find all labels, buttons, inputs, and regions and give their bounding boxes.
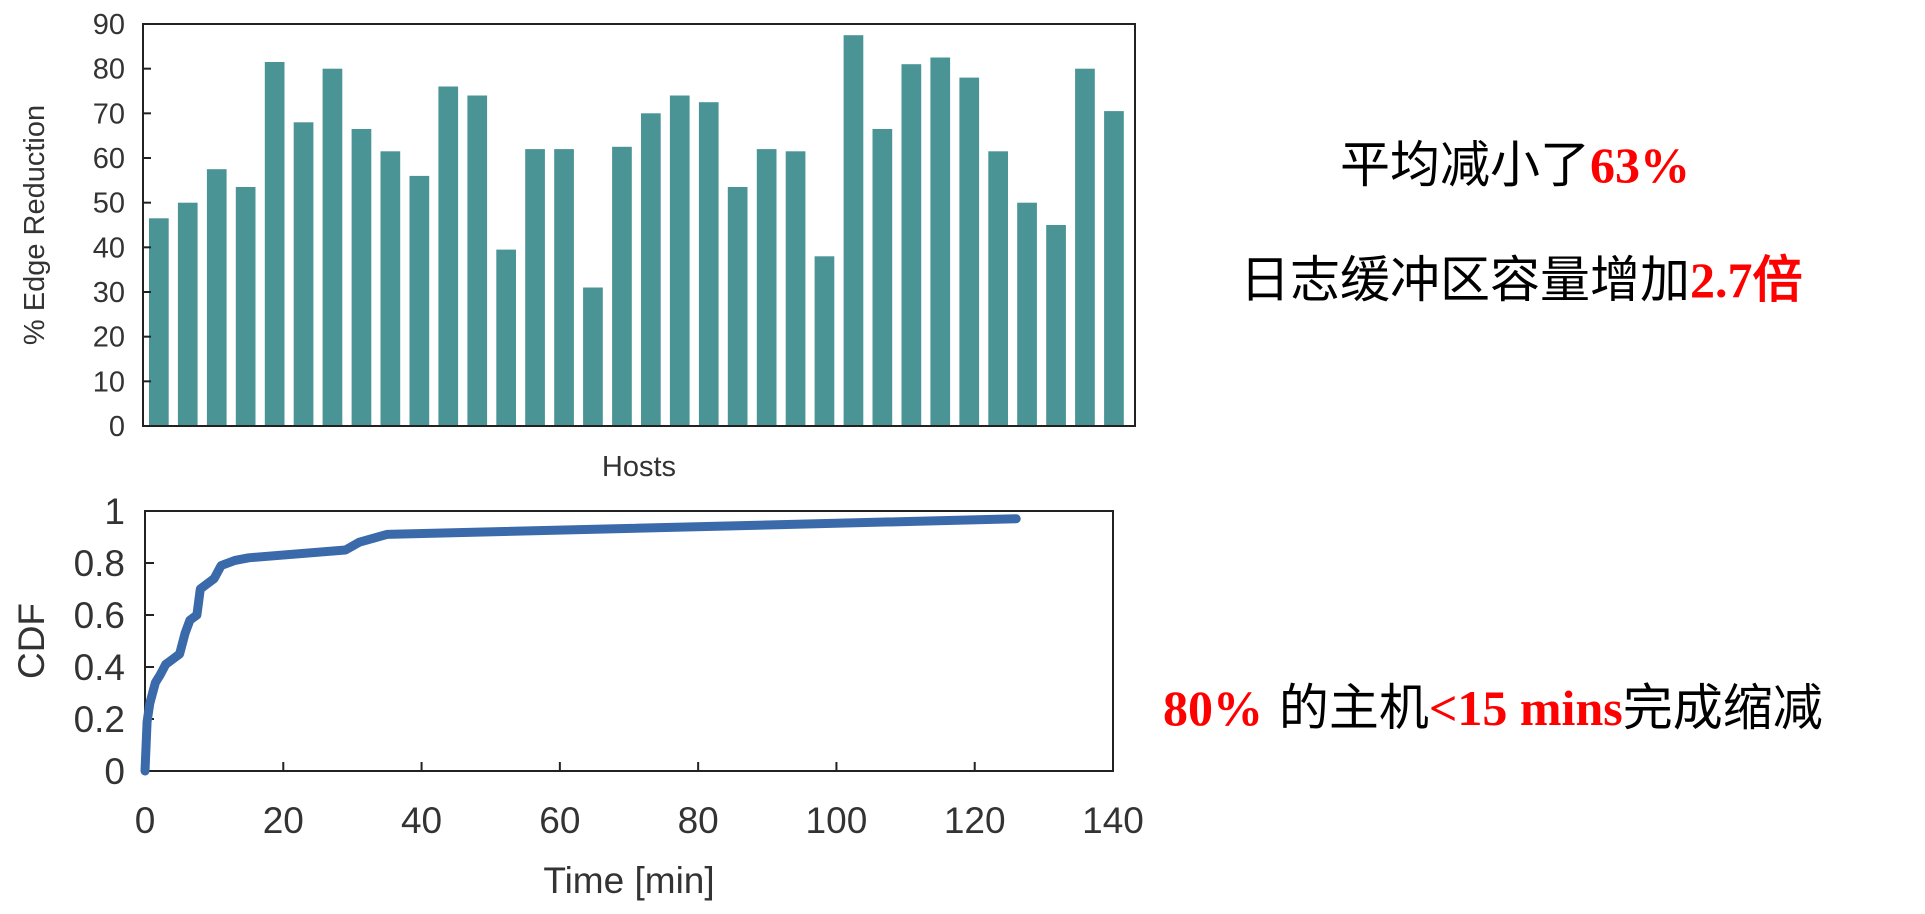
bar-host-18: [641, 113, 661, 427]
cdf-x-tick-label: 140: [1082, 800, 1144, 841]
bar-host-21: [727, 187, 748, 426]
bar-host-20: [698, 102, 719, 426]
bar-host-19: [669, 95, 690, 426]
bar-host-12: [467, 95, 488, 426]
bar-y-tick-label: 10: [93, 366, 125, 398]
annotation-buffer-increase-value: 2.7倍: [1690, 252, 1803, 308]
cdf-y-tick-label: 0: [104, 751, 125, 792]
cdf-x-tick-label: 100: [806, 800, 868, 841]
bar-host-15: [554, 149, 574, 426]
bar-host-34: [1104, 111, 1124, 426]
bar-host-33: [1075, 68, 1095, 426]
cdf-x-tick-label: 0: [135, 800, 156, 841]
bar-y-tick-label: 20: [93, 322, 125, 354]
annotation-completion-minutes: <15 mins: [1428, 680, 1623, 736]
cdf-y-tick-label: 0.8: [74, 543, 125, 584]
cdf-y-tick-label: 0.4: [74, 647, 125, 688]
bar-host-1: [149, 218, 169, 426]
cdf-x-tick-label: 120: [944, 800, 1006, 841]
cdf-chart: 0 20 40 60 80 100 120 140 0 0.2 0.4 0.6 0.8 1 Time [mi…: [11, 491, 1144, 901]
bar-host-6: [293, 122, 314, 427]
bar-host-27: [901, 64, 922, 426]
annotation-completion-text-a: 的主机: [1263, 679, 1429, 737]
bar-y-tick-label: 40: [93, 232, 125, 264]
bar-host-9: [380, 151, 401, 427]
bar-host-5: [264, 62, 285, 426]
bar-host-8: [351, 129, 372, 426]
annotation-buffer-increase: 日志缓冲区容量增加2.7倍: [1240, 255, 1803, 305]
cdf-x-tick-label: 20: [263, 800, 304, 841]
cdf-x-tick-label: 40: [401, 800, 442, 841]
bar-x-axis-label: Hosts: [602, 451, 676, 483]
bar-host-7: [322, 68, 343, 426]
annotation-average-reduction-text: 平均减小了: [1340, 136, 1590, 194]
cdf-x-tick-label: 80: [678, 800, 719, 841]
bar-y-tick-label: 70: [93, 98, 125, 130]
bar-host-28: [930, 57, 951, 426]
bar-y-tick-label: 90: [93, 9, 125, 41]
annotation-completion-time: 80% 的主机<15 mins完成缩减: [1163, 683, 1823, 733]
bar-y-tick-label: 50: [93, 188, 125, 220]
bar-host-14: [525, 149, 545, 426]
bar-chart: 0 10 20 30 40 50 60 70 80 90 Hosts % Edge Reduction: [19, 9, 1136, 483]
bar-plot-frame: [142, 23, 1136, 427]
annotation-completion-percent: 80%: [1163, 680, 1263, 736]
bar-host-24: [814, 256, 835, 426]
bar-host-30: [988, 151, 1008, 427]
cdf-plot-frame: [144, 510, 1114, 772]
cdf-y-tick-label: 1: [104, 491, 125, 532]
cdf-x-tick-label: 60: [539, 800, 580, 841]
bar-host-3: [206, 169, 227, 426]
bar-host-10: [409, 175, 430, 426]
annotation-average-reduction: 平均减小了63%: [1340, 140, 1690, 190]
cdf-y-tick-label: 0.6: [74, 595, 125, 636]
bar-y-tick-label: 60: [93, 143, 125, 175]
bar-host-16: [583, 287, 603, 426]
cdf-y-axis-label: CDF: [11, 603, 52, 679]
bar-y-tick-label: 30: [93, 277, 125, 309]
cdf-x-axis-label: Time [min]: [543, 860, 714, 901]
bar-host-17: [612, 146, 632, 427]
annotation-average-reduction-value: 63%: [1590, 137, 1690, 193]
cdf-series-line: [140, 514, 1021, 776]
bar-host-32: [1046, 225, 1066, 426]
bar-host-4: [235, 187, 256, 426]
cdf-y-tick-label: 0.2: [74, 699, 125, 740]
annotation-completion-text-b: 完成缩减: [1622, 679, 1823, 737]
bar-host-2: [177, 202, 198, 426]
bar-host-29: [959, 77, 980, 426]
bar-host-31: [1017, 202, 1037, 426]
annotation-buffer-increase-text: 日志缓冲区容量增加: [1240, 251, 1690, 309]
bar-y-tick-label: 0: [109, 411, 125, 443]
bar-host-11: [438, 86, 459, 426]
bar-host-25: [843, 35, 864, 426]
bar-host-22: [756, 149, 777, 426]
bar-host-26: [872, 129, 893, 426]
bar-host-23: [785, 151, 806, 427]
bar-y-axis-label: % Edge Reduction: [19, 105, 51, 345]
bar-y-tick-label: 80: [93, 54, 125, 86]
bar-host-13: [496, 249, 516, 426]
